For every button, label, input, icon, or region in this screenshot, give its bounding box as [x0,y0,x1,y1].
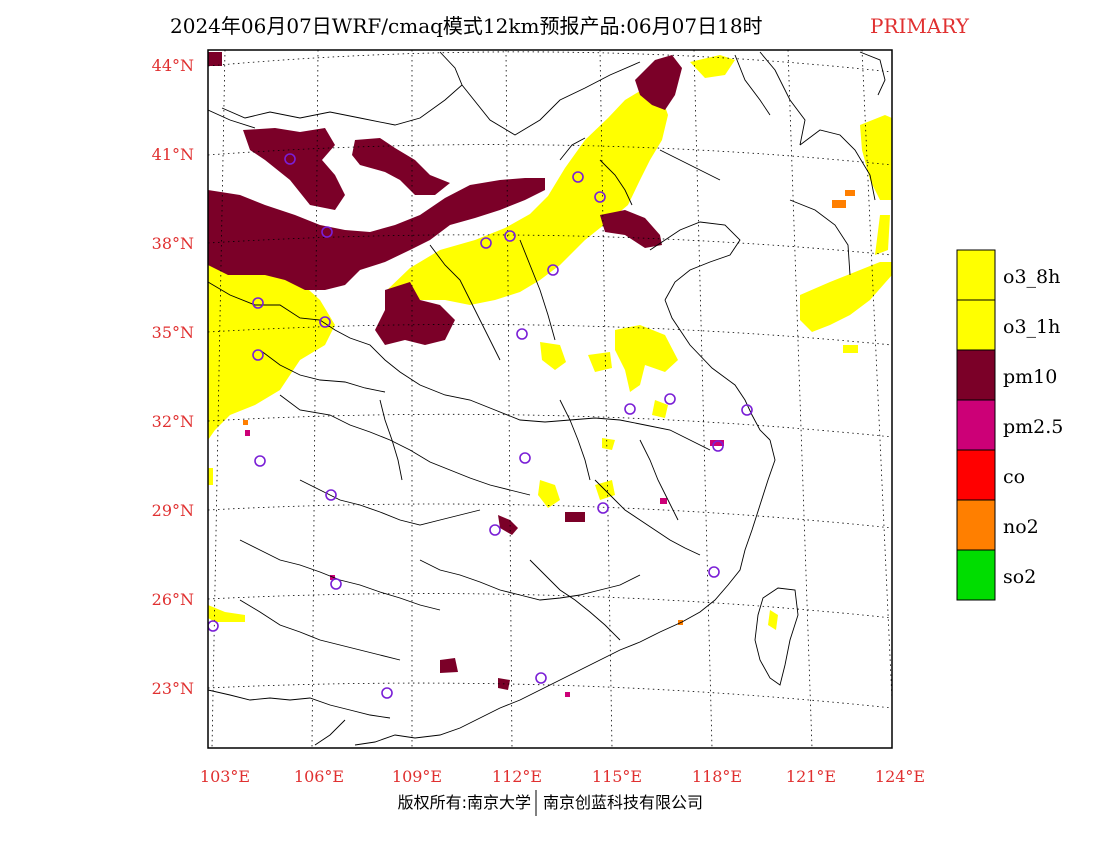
lat-label: 23°N [152,679,194,698]
station-marker [284,153,296,165]
lat-label: 26°N [152,590,194,609]
map-frame [207,49,893,749]
station-marker [594,191,606,203]
boundary-lines [208,51,886,746]
lat-label: 44°N [152,56,194,75]
legend-swatch-co [956,449,996,501]
lon-label: 109°E [392,767,442,786]
copyright-right: 南京创蓝科技有限公司 [543,793,703,812]
station-marker [547,264,559,276]
station-marker [519,452,531,464]
lon-label: 106°E [294,767,344,786]
legend-label-pm10: pm10 [1003,366,1057,388]
station-marker [480,237,492,249]
station-marker [330,578,342,590]
station-marker [572,171,584,183]
station-marker [489,524,501,536]
o3-field [208,55,892,630]
legend-swatch-so2 [956,549,996,601]
primary-tag: PRIMARY [870,14,970,38]
copyright-left: 版权所有:南京大学 [398,793,531,812]
lon-label: 103°E [200,767,250,786]
station-marker [516,328,528,340]
lat-label: 29°N [152,501,194,520]
station-marker [929,90,939,100]
station-marker [381,687,393,699]
longitude-labels: 103°E 106°E 109°E 112°E 115°E 118°E 121°… [200,767,925,786]
lat-label: 32°N [152,412,194,431]
legend-label-no2: no2 [1003,516,1039,538]
station-marker [325,489,337,501]
station-marker [504,230,516,242]
station-marker [254,455,266,467]
lat-label: 35°N [152,323,194,342]
lon-label: 124°E [875,767,925,786]
legend-swatch-no2 [956,499,996,551]
legend-label-co: co [1003,466,1025,488]
map-panel [207,49,939,749]
legend-swatch-pm10 [956,349,996,401]
lon-label: 112°E [492,767,542,786]
station-marker [252,349,264,361]
legend-label-pm25: pm2.5 [1003,416,1063,438]
station-marker [664,393,676,405]
pm10-field [208,52,682,690]
station-marker [319,316,331,328]
copyright: 版权所有:南京大学 南京创蓝科技有限公司 [398,790,703,816]
lon-label: 118°E [692,767,742,786]
legend-swatch-o38h [956,249,996,301]
station-marker [535,672,547,684]
station-marker [321,226,333,238]
legend-swatch-o31h [956,299,996,351]
legend-label-o31h: o3_1h [1003,316,1060,338]
latitude-labels: 44°N 41°N 38°N 35°N 32°N 29°N 26°N 23°N [152,56,194,698]
station-marker [741,404,753,416]
legend-label-so2: so2 [1003,566,1036,588]
station-marker [712,440,724,452]
legend-swatch-pm25 [956,399,996,451]
lat-label: 38°N [152,234,194,253]
station-marker [624,403,636,415]
map-title: 2024年06月07日WRF/cmaq模式12km预报产品:06月07日18时 [170,14,763,38]
station-marker [252,297,264,309]
station-marker [597,502,609,514]
legend-label-o38h: o3_8h [1003,266,1060,288]
legend: o3_8h o3_1h pm10 pm2.5 co no2 so2 [956,249,1063,601]
lon-label: 121°E [786,767,836,786]
station-marker [708,566,720,578]
station-marker [208,620,219,632]
graticule [208,50,892,748]
lon-label: 115°E [592,767,642,786]
lat-label: 41°N [152,145,194,164]
pm25-field [245,430,724,697]
station-markers [208,90,939,699]
